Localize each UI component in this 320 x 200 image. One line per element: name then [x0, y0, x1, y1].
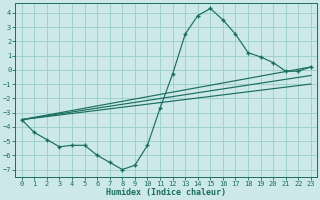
X-axis label: Humidex (Indice chaleur): Humidex (Indice chaleur): [106, 188, 226, 197]
